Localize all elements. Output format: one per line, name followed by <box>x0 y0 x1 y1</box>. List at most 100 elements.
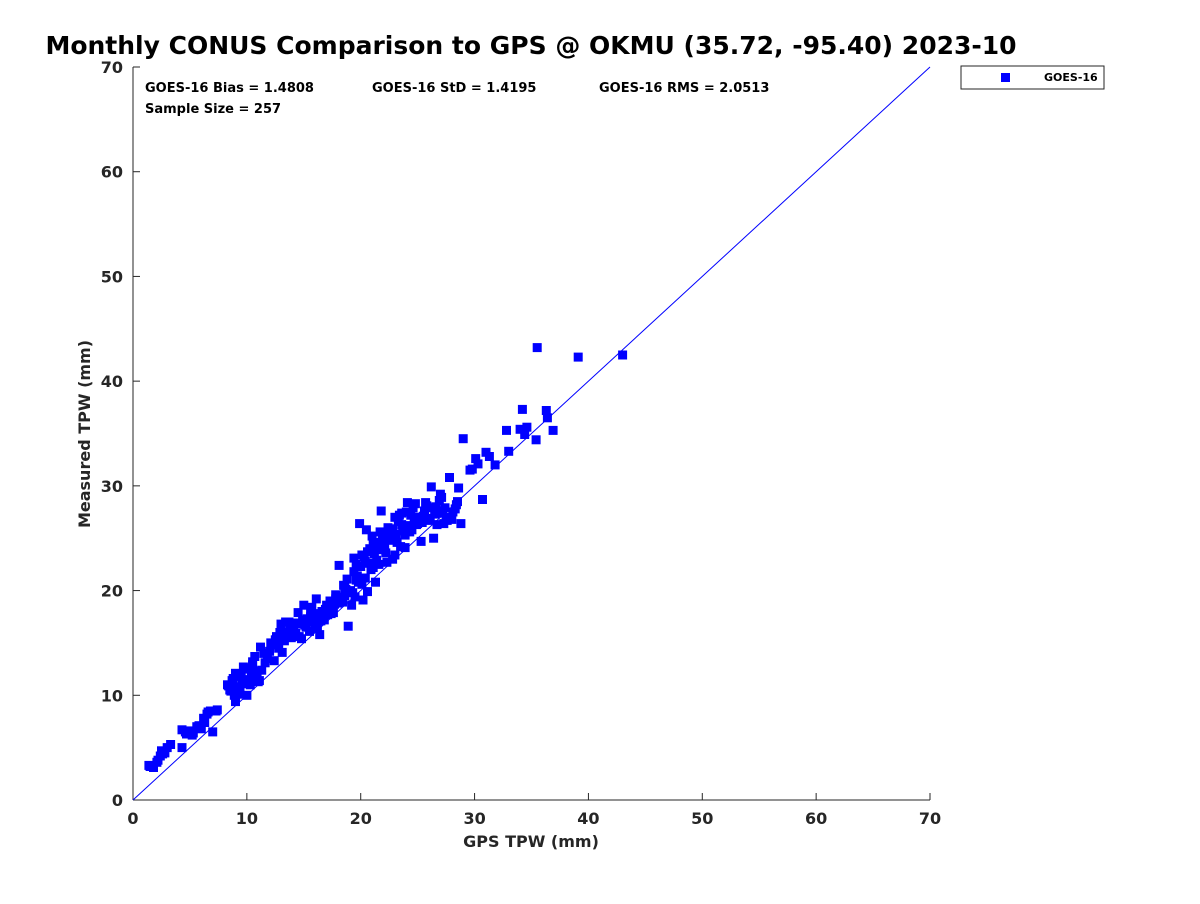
data-point <box>361 525 371 535</box>
data-point <box>208 727 218 737</box>
data-point <box>349 567 359 577</box>
data-point <box>471 454 481 464</box>
data-point <box>445 473 454 482</box>
data-point <box>440 503 450 513</box>
x-tick-label: 40 <box>577 809 599 828</box>
data-point <box>242 690 252 700</box>
data-point <box>177 743 187 753</box>
data-point <box>417 518 427 527</box>
data-point <box>358 595 368 605</box>
data-point <box>200 718 210 727</box>
data-point <box>432 520 442 530</box>
data-point <box>371 577 380 587</box>
data-point <box>334 560 344 570</box>
data-point <box>285 621 295 631</box>
data-point <box>425 514 435 524</box>
data-point <box>415 512 425 522</box>
data-point <box>390 550 400 560</box>
data-point <box>532 343 542 353</box>
data-point <box>360 573 370 583</box>
data-point <box>548 425 558 435</box>
data-point <box>212 705 222 715</box>
data-point <box>442 515 452 525</box>
data-point <box>490 460 500 470</box>
data-point <box>357 550 367 560</box>
data-point <box>293 608 303 618</box>
data-point <box>502 425 511 435</box>
data-point <box>240 663 250 673</box>
data-point <box>180 727 190 737</box>
data-point <box>368 539 378 548</box>
legend-label: GOES-16 <box>1044 71 1098 84</box>
y-axis-ticks: 0 10 20 30 40 50 60 70 <box>101 58 140 810</box>
data-point <box>520 430 530 439</box>
data-point <box>259 648 269 658</box>
data-point <box>349 553 359 563</box>
data-point <box>382 557 392 567</box>
data-point <box>376 506 386 516</box>
data-point <box>145 762 155 771</box>
data-point <box>343 621 353 631</box>
data-point <box>347 600 357 610</box>
data-points-goes-16 <box>144 343 628 772</box>
data-point <box>541 406 551 415</box>
data-point <box>400 543 410 553</box>
data-point <box>318 611 328 621</box>
data-point <box>305 626 314 636</box>
data-point <box>416 536 426 546</box>
data-point <box>276 619 286 629</box>
data-point <box>394 510 404 520</box>
data-point <box>315 630 325 640</box>
data-point <box>397 520 407 530</box>
data-point <box>351 559 361 569</box>
data-point <box>373 543 383 553</box>
data-point <box>234 689 244 699</box>
data-point <box>243 677 253 687</box>
sample-size-stat: Sample Size = 257 <box>145 102 281 117</box>
data-point <box>306 612 316 622</box>
data-point <box>316 616 326 626</box>
data-point <box>283 630 293 640</box>
data-point <box>236 670 246 680</box>
data-point <box>203 707 213 717</box>
data-point <box>430 509 440 519</box>
data-point <box>166 740 176 749</box>
data-point <box>522 422 532 432</box>
x-tick-label: 30 <box>463 809 485 828</box>
data-point <box>275 628 285 637</box>
x-axis-ticks: 0 10 20 30 40 50 60 70 <box>127 793 941 828</box>
y-tick-label: 40 <box>101 372 123 391</box>
data-point <box>408 503 418 513</box>
legend-box <box>960 65 1105 90</box>
data-point <box>307 602 317 612</box>
data-point <box>465 465 475 475</box>
y-tick-label: 20 <box>101 582 123 601</box>
data-point <box>256 642 265 652</box>
plot-axes: 0 10 20 30 40 50 60 70 0 10 20 30 40 50 60 70 <box>101 58 941 828</box>
y-tick-label: 70 <box>101 58 123 77</box>
legend-marker-square <box>1001 73 1010 82</box>
data-point <box>310 618 320 628</box>
y-axis-label: Measured TPW (mm) <box>75 340 94 528</box>
data-point <box>473 459 483 469</box>
data-point <box>260 658 270 668</box>
data-point <box>383 523 393 533</box>
data-point <box>340 582 350 592</box>
data-point <box>312 623 322 633</box>
data-point <box>355 519 365 529</box>
data-point <box>277 647 287 657</box>
legend[interactable]: GOES-16 <box>960 65 1105 90</box>
data-point <box>269 656 279 666</box>
data-point <box>515 424 525 434</box>
data-point <box>265 646 275 656</box>
data-point <box>330 599 339 609</box>
data-point <box>338 597 347 607</box>
data-point <box>458 434 468 444</box>
data-point <box>478 495 487 504</box>
data-point <box>290 619 300 629</box>
data-point <box>320 604 330 614</box>
data-point <box>437 492 447 502</box>
data-point <box>388 524 398 534</box>
data-point <box>456 519 466 529</box>
data-point <box>427 503 437 513</box>
